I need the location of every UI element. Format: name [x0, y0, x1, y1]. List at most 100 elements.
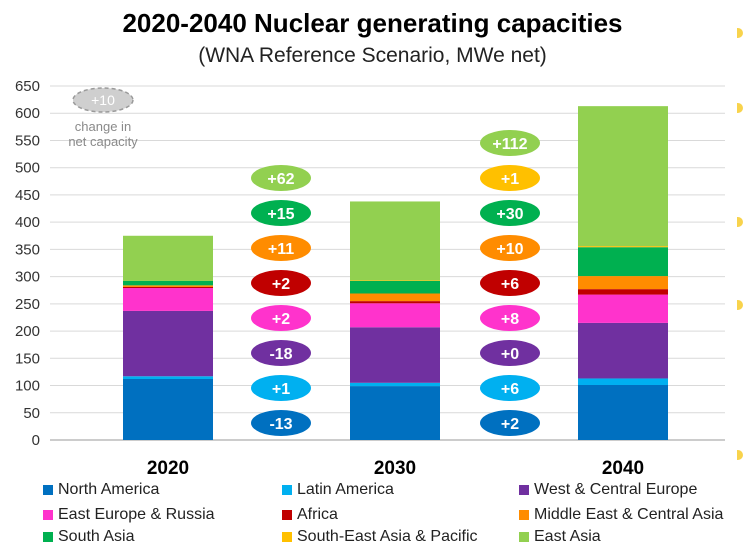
edge-dot-icon: [737, 28, 743, 38]
change-pill: [251, 410, 311, 436]
legend-label: Africa: [297, 506, 338, 523]
change-pill: [480, 340, 540, 366]
change-label: +0: [501, 346, 519, 363]
key-label: change in: [75, 119, 131, 134]
bar-segment: [578, 247, 668, 277]
bar-segment: [578, 294, 668, 323]
bar-segment: [123, 235, 213, 281]
change-label: +8: [501, 311, 519, 328]
change-label: -13: [269, 416, 292, 433]
legend-swatch: [519, 485, 529, 495]
change-label: +15: [267, 206, 294, 223]
legend-item: West & Central Europe: [519, 481, 697, 499]
legend-swatch: [282, 485, 292, 495]
y-tick-label: 550: [15, 132, 40, 149]
bar-segment: [578, 378, 668, 385]
bar-segment: [350, 386, 440, 440]
legend-item: South Asia: [43, 528, 135, 546]
change-pill: [251, 340, 311, 366]
chart-subtitle: (WNA Reference Scenario, MWe net): [198, 44, 547, 67]
change-pill: [480, 375, 540, 401]
legend-swatch: [519, 510, 529, 520]
bar-segment: [578, 384, 668, 440]
change-label: +1: [272, 381, 290, 398]
change-pill: [480, 235, 540, 261]
y-tick-label: 300: [15, 269, 40, 286]
change-label: +6: [501, 381, 519, 398]
legend-label: West & Central Europe: [534, 481, 698, 498]
legend-label: South Asia: [58, 528, 135, 545]
legend-item: Middle East & Central Asia: [519, 506, 723, 524]
bar-segment: [578, 106, 668, 247]
legend-item: Africa: [282, 506, 338, 524]
bar-segment: [578, 289, 668, 295]
y-tick-label: 400: [15, 214, 40, 231]
y-tick-label: 350: [15, 241, 40, 258]
bar-segment: [350, 280, 440, 294]
y-tick-label: 50: [23, 405, 40, 422]
y-tick-label: 100: [15, 378, 40, 395]
y-tick-label: 450: [15, 187, 40, 204]
y-tick-label: 650: [15, 78, 40, 95]
change-pill: [480, 200, 540, 226]
edge-dot-icon: [737, 300, 743, 310]
change-label: +11: [268, 241, 294, 258]
bar-segment: [578, 322, 668, 379]
x-tick-label: 2040: [602, 458, 644, 479]
change-pill: [480, 165, 540, 191]
bar-segment: [123, 285, 213, 287]
change-label: +6: [501, 276, 519, 293]
bar-segment: [578, 246, 668, 248]
change-pill: [480, 130, 540, 156]
legend-swatch: [43, 532, 53, 542]
bar-segment: [350, 301, 440, 304]
change-pill: [480, 410, 540, 436]
legend-label: Middle East & Central Asia: [534, 506, 724, 523]
legend-label: East Europe & Russia: [58, 506, 215, 523]
bar-segment: [123, 376, 213, 380]
change-pill: [251, 270, 311, 296]
chart-title: 2020-2040 Nuclear generating capacities: [122, 8, 623, 38]
legend-swatch: [282, 532, 292, 542]
bar-segment: [123, 379, 213, 440]
change-label: +112: [492, 136, 527, 153]
change-pill: [480, 270, 540, 296]
bar-segment: [123, 286, 213, 289]
change-pill: [480, 305, 540, 331]
key-value: +10: [91, 92, 115, 108]
bar-segment: [123, 310, 213, 377]
legend-swatch: [43, 485, 53, 495]
bar-segment: [350, 201, 440, 281]
change-pill: [251, 165, 311, 191]
key-label: net capacity: [68, 134, 138, 149]
legend-label: South-East Asia & Pacific: [297, 528, 478, 545]
bar-segment: [350, 327, 440, 383]
bar-segment: [123, 288, 213, 311]
legend-label: North America: [58, 481, 160, 498]
bar-segment: [123, 280, 213, 286]
change-pill: [251, 200, 311, 226]
bar-segment: [578, 276, 668, 290]
bar-segment: [350, 293, 440, 302]
change-label: +30: [496, 206, 523, 223]
change-label: -18: [269, 346, 292, 363]
change-pill: [251, 375, 311, 401]
x-tick-label: 2020: [147, 458, 189, 479]
legend-item: Latin America: [282, 481, 394, 499]
edge-dot-icon: [737, 217, 743, 227]
bar-segment: [350, 303, 440, 328]
change-label: +10: [496, 241, 523, 258]
legend-label: East Asia: [534, 528, 601, 545]
bar-segment: [350, 280, 440, 281]
y-tick-label: 500: [15, 160, 40, 177]
legend-swatch: [282, 510, 292, 520]
chart-canvas: 0 50 100 150 200 250 300 350 400 450 500 550 600 650 2…: [15, 78, 725, 479]
y-tick-label: 200: [15, 323, 40, 340]
legend-item: North America: [43, 481, 159, 499]
legend-swatch: [519, 532, 529, 542]
y-tick-label: 150: [15, 350, 40, 367]
x-tick-label: 2030: [374, 458, 416, 479]
change-label: +1: [501, 171, 519, 188]
key-pill: [72, 87, 134, 113]
bar-segment: [350, 382, 440, 387]
